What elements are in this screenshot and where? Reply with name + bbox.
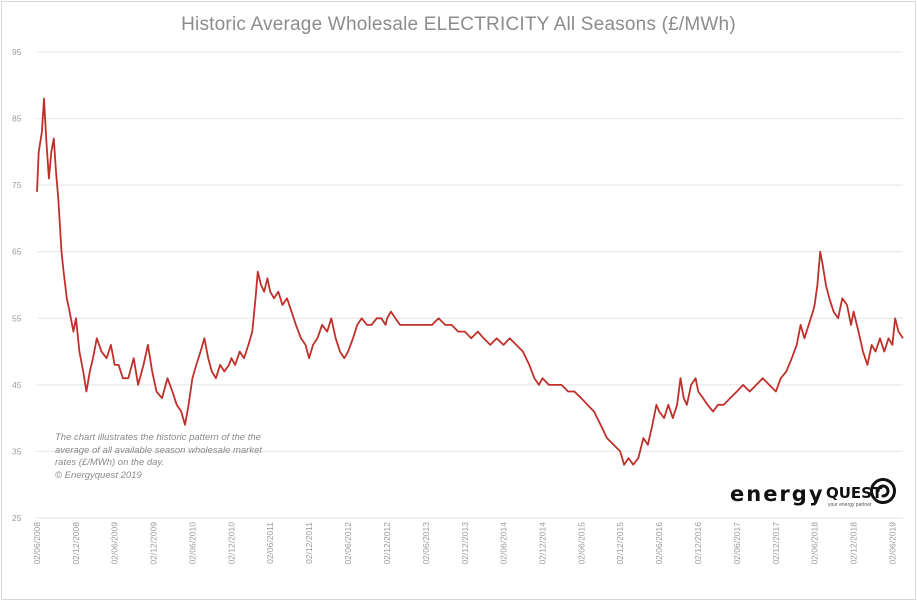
x-tick-label: 02/06/2013: [421, 522, 431, 565]
x-tick-label: 02/06/2016: [654, 522, 664, 565]
energyquest-logo: energy QUEST your energy partner: [730, 478, 900, 512]
x-tick-label: 02/06/2010: [187, 522, 197, 565]
gridlines: [37, 51, 903, 519]
logo-tagline: your energy partner: [828, 502, 872, 508]
logo-swirl-icon: [870, 478, 896, 504]
x-axis-tick-labels: 02/06/2008 02/12/2008 02/06/2009 02/12/2009…: [32, 522, 897, 565]
logo-quest-text: QUEST: [826, 484, 883, 502]
x-tick-label: 02/12/2014: [538, 522, 548, 565]
note-copyright: © Energyquest 2019: [55, 469, 142, 481]
x-tick-label: 02/12/2009: [149, 522, 159, 565]
x-tick-label: 02/12/2016: [693, 522, 703, 565]
y-tick-label: 85: [12, 114, 22, 124]
x-tick-label: 02/06/2008: [32, 522, 42, 565]
note-text: The chart illustrates the historic patte…: [55, 432, 263, 468]
x-tick-label: 02/06/2015: [576, 522, 586, 565]
y-tick-label: 45: [12, 380, 22, 390]
x-tick-label: 02/06/2011: [265, 522, 275, 564]
y-tick-label: 65: [12, 247, 22, 257]
y-tick-label: 55: [12, 313, 22, 323]
chart-title: Historic Average Wholesale ELECTRICITY A…: [181, 14, 736, 35]
x-tick-label: 02/06/2014: [499, 522, 509, 565]
x-tick-label: 02/12/2008: [71, 522, 81, 565]
y-axis-tick-labels: 25 35 45 55 65 75 85 95: [12, 47, 22, 523]
y-tick-label: 35: [12, 446, 22, 456]
x-tick-label: 02/06/2012: [343, 522, 353, 565]
y-tick-label: 95: [12, 47, 22, 57]
x-tick-label: 02/12/2017: [771, 522, 781, 565]
x-tick-label: 02/06/2018: [810, 522, 820, 565]
x-tick-label: 02/12/2010: [226, 522, 236, 565]
logo-energy-text: energy: [730, 482, 825, 506]
x-tick-label: 02/12/2012: [382, 522, 392, 565]
y-tick-label: 75: [12, 180, 22, 190]
x-tick-label: 02/06/2019: [887, 522, 897, 565]
series-layer: [36, 97, 904, 466]
x-tick-label: 02/06/2009: [110, 522, 120, 565]
x-tick-label: 02/12/2013: [460, 522, 470, 565]
x-tick-label: 02/06/2017: [732, 522, 742, 565]
x-tick-label: 02/12/2018: [849, 522, 859, 565]
x-tick-label: 02/12/2011: [304, 522, 314, 564]
x-tick-label: 02/12/2015: [615, 522, 625, 565]
series-line-0: [36, 97, 904, 466]
y-tick-label: 25: [12, 513, 22, 523]
chart-note: The chart illustrates the historic patte…: [55, 432, 270, 482]
